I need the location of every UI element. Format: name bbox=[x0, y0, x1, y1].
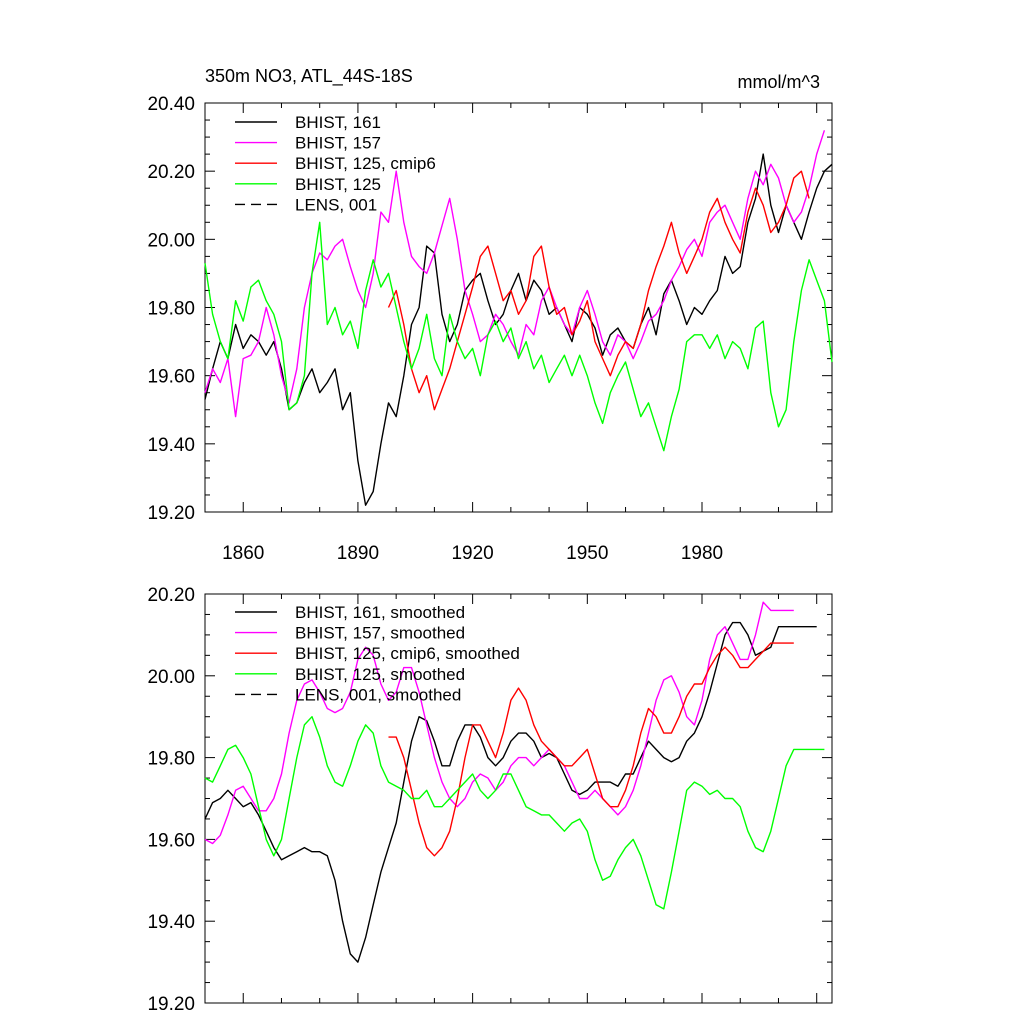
bottom-chart-panel: 19.20 19.40 19.60 19.80 20.00 20.20 BHIST, 161… bbox=[147, 585, 833, 1015]
legend-label: BHIST, 157 bbox=[295, 134, 381, 153]
y-tick-label: 19.20 bbox=[147, 503, 195, 524]
x-tick-label: 1920 bbox=[451, 543, 493, 564]
y-tick-label: 19.60 bbox=[147, 830, 195, 851]
y-tick-label: 20.40 bbox=[147, 94, 195, 115]
legend-label: LENS, 001, smoothed bbox=[295, 685, 461, 704]
legend-label: BHIST, 161 bbox=[295, 113, 381, 132]
y-tick-label: 20.20 bbox=[147, 585, 195, 606]
series-line-bhist-157-smoothed bbox=[204, 601, 794, 845]
series-line-bhist-125-cmip6 bbox=[387, 170, 810, 411]
legend-label: BHIST, 125 bbox=[295, 175, 381, 194]
legend-label: LENS, 001 bbox=[295, 195, 377, 214]
x-tick-label: 1950 bbox=[566, 543, 608, 564]
legend-label: BHIST, 161, smoothed bbox=[295, 603, 465, 622]
y-tick-label: 19.60 bbox=[147, 367, 195, 388]
series-line-bhist-161 bbox=[204, 153, 833, 506]
series-line-bhist-157 bbox=[204, 130, 826, 418]
top-chart-panel: 350m NO3, ATL_44S-18S mmol/m^3 19.20 19.4… bbox=[147, 66, 833, 564]
legend-label: BHIST, 125, smoothed bbox=[295, 665, 465, 684]
y-tick-label: 19.80 bbox=[147, 299, 195, 320]
x-tick-label: 1890 bbox=[337, 543, 379, 564]
series-line-bhist-161-smoothed bbox=[204, 621, 817, 963]
x-tick-label: 1860 bbox=[222, 543, 264, 564]
series-line-bhist-125 bbox=[204, 221, 833, 452]
y-tick-label: 20.00 bbox=[147, 667, 195, 688]
y-tick-label: 20.00 bbox=[147, 230, 195, 251]
y-tick-label: 19.20 bbox=[147, 994, 195, 1015]
y-tick-label: 19.80 bbox=[147, 749, 195, 770]
units-label: mmol/m^3 bbox=[738, 72, 820, 92]
legend-label: BHIST, 125, cmip6, smoothed bbox=[295, 644, 520, 663]
series-line-bhist-125-cmip6-smoothed bbox=[388, 642, 794, 857]
series-line-bhist-125-smoothed bbox=[204, 716, 825, 910]
y-tick-label: 19.40 bbox=[147, 435, 195, 456]
y-tick-label: 20.20 bbox=[147, 162, 195, 183]
y-tick-label: 19.40 bbox=[147, 912, 195, 933]
legend-label: BHIST, 125, cmip6 bbox=[295, 154, 436, 173]
chart-title: 350m NO3, ATL_44S-18S bbox=[205, 66, 413, 87]
x-tick-label: 1980 bbox=[681, 543, 723, 564]
legend-label: BHIST, 157, smoothed bbox=[295, 624, 465, 643]
